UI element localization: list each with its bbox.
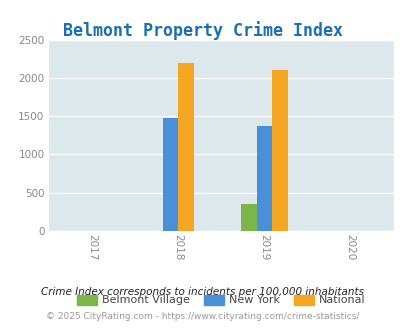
Text: © 2025 CityRating.com - https://www.cityrating.com/crime-statistics/: © 2025 CityRating.com - https://www.city… <box>46 312 359 321</box>
Bar <box>271 70 287 231</box>
Bar <box>162 118 178 231</box>
Text: Belmont Property Crime Index: Belmont Property Crime Index <box>63 21 342 41</box>
Bar <box>241 204 256 231</box>
Bar <box>178 63 193 231</box>
Bar <box>256 126 271 231</box>
Legend: Belmont Village, New York, National: Belmont Village, New York, National <box>72 290 369 310</box>
Text: Crime Index corresponds to incidents per 100,000 inhabitants: Crime Index corresponds to incidents per… <box>41 287 364 297</box>
